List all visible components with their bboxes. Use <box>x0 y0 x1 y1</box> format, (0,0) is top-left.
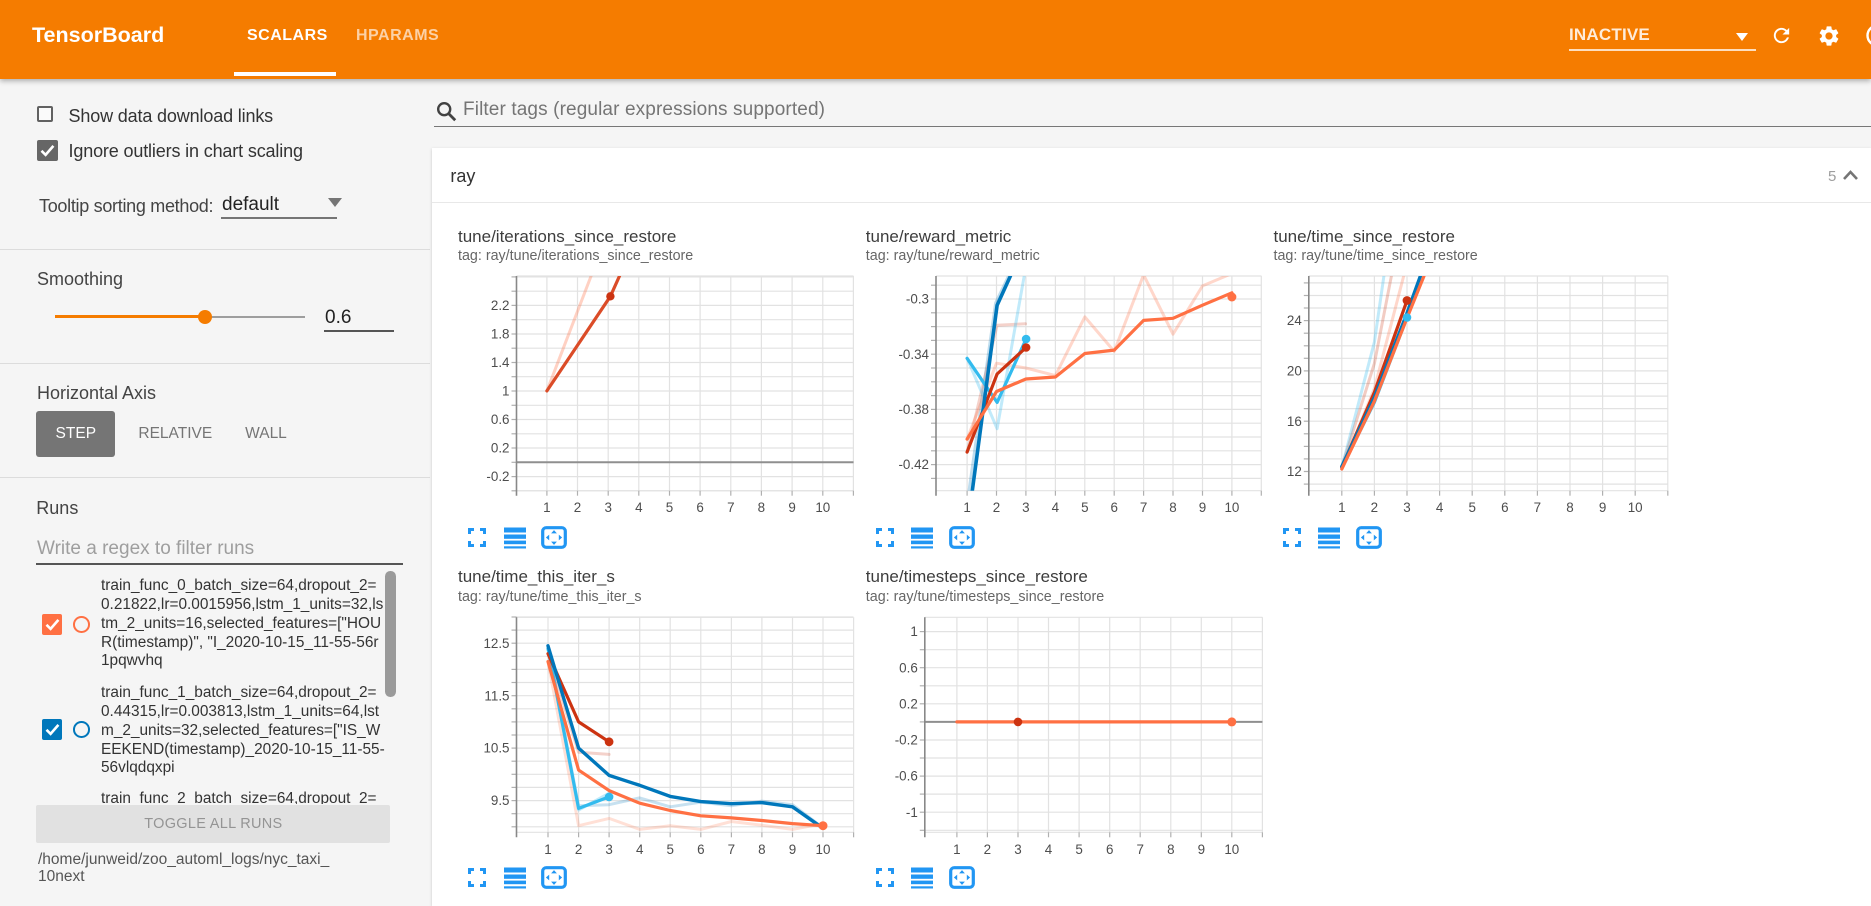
svg-text:1: 1 <box>1338 500 1345 515</box>
svg-text:16: 16 <box>1287 414 1302 429</box>
svg-text:3: 3 <box>1403 500 1410 515</box>
svg-text:12.5: 12.5 <box>483 636 509 651</box>
svg-text:3: 3 <box>604 500 611 515</box>
svg-text:1: 1 <box>544 842 551 857</box>
svg-text:-0.42: -0.42 <box>898 457 929 472</box>
svg-text:3: 3 <box>605 842 612 857</box>
svg-text:7: 7 <box>728 842 735 857</box>
svg-text:4: 4 <box>635 500 643 515</box>
svg-text:24: 24 <box>1287 313 1302 328</box>
svg-text:5: 5 <box>666 842 673 857</box>
svg-text:8: 8 <box>1566 500 1573 515</box>
svg-text:2: 2 <box>575 842 582 857</box>
svg-text:8: 8 <box>758 842 765 857</box>
svg-text:11.5: 11.5 <box>484 688 509 703</box>
svg-text:4: 4 <box>636 842 644 857</box>
svg-text:-1: -1 <box>906 805 918 820</box>
svg-text:-0.34: -0.34 <box>898 347 929 362</box>
svg-text:9: 9 <box>1198 842 1205 857</box>
svg-text:20: 20 <box>1287 364 1302 379</box>
svg-text:-0.2: -0.2 <box>486 469 509 484</box>
svg-text:1: 1 <box>502 384 509 399</box>
svg-text:10: 10 <box>1224 842 1239 857</box>
svg-text:5: 5 <box>1075 842 1082 857</box>
svg-text:9: 9 <box>1199 500 1206 515</box>
svg-text:1: 1 <box>963 500 970 515</box>
svg-text:0.6: 0.6 <box>899 660 918 675</box>
svg-text:-0.6: -0.6 <box>895 769 918 784</box>
svg-text:2: 2 <box>984 842 991 857</box>
svg-text:8: 8 <box>758 500 765 515</box>
svg-text:6: 6 <box>697 842 704 857</box>
svg-text:6: 6 <box>1106 842 1113 857</box>
svg-text:3: 3 <box>1014 842 1021 857</box>
svg-text:1.8: 1.8 <box>491 327 510 342</box>
svg-text:7: 7 <box>1136 842 1143 857</box>
svg-text:9: 9 <box>789 842 796 857</box>
svg-text:-0.2: -0.2 <box>895 733 918 748</box>
svg-text:10: 10 <box>1628 500 1643 515</box>
svg-text:9: 9 <box>788 500 795 515</box>
svg-text:0.2: 0.2 <box>899 696 918 711</box>
svg-text:6: 6 <box>1501 500 1508 515</box>
svg-text:2.2: 2.2 <box>491 298 510 313</box>
svg-text:4: 4 <box>1052 500 1060 515</box>
svg-text:6: 6 <box>696 500 703 515</box>
svg-text:3: 3 <box>1022 500 1029 515</box>
svg-text:12: 12 <box>1287 464 1302 479</box>
svg-text:0.6: 0.6 <box>491 412 510 427</box>
svg-text:10: 10 <box>1224 500 1239 515</box>
svg-text:9: 9 <box>1599 500 1606 515</box>
svg-text:5: 5 <box>1081 500 1088 515</box>
svg-text:5: 5 <box>1468 500 1475 515</box>
svg-text:1: 1 <box>543 500 550 515</box>
svg-text:4: 4 <box>1436 500 1444 515</box>
svg-text:2: 2 <box>574 500 581 515</box>
svg-text:8: 8 <box>1169 500 1176 515</box>
svg-text:7: 7 <box>727 500 734 515</box>
svg-text:1: 1 <box>953 842 960 857</box>
svg-text:10: 10 <box>815 500 830 515</box>
svg-text:7: 7 <box>1534 500 1541 515</box>
svg-text:10.5: 10.5 <box>483 741 509 756</box>
svg-text:8: 8 <box>1167 842 1174 857</box>
svg-text:1.4: 1.4 <box>491 355 510 370</box>
svg-text:-0.38: -0.38 <box>898 402 929 417</box>
svg-text:9.5: 9.5 <box>491 793 510 808</box>
svg-text:5: 5 <box>666 500 673 515</box>
svg-text:7: 7 <box>1140 500 1147 515</box>
svg-text:0.2: 0.2 <box>491 441 510 456</box>
svg-text:6: 6 <box>1110 500 1117 515</box>
svg-text:4: 4 <box>1045 842 1053 857</box>
svg-text:2: 2 <box>993 500 1000 515</box>
svg-text:1: 1 <box>910 624 917 639</box>
svg-text:10: 10 <box>816 842 831 857</box>
svg-text:2: 2 <box>1371 500 1378 515</box>
svg-text:-0.3: -0.3 <box>906 292 929 307</box>
